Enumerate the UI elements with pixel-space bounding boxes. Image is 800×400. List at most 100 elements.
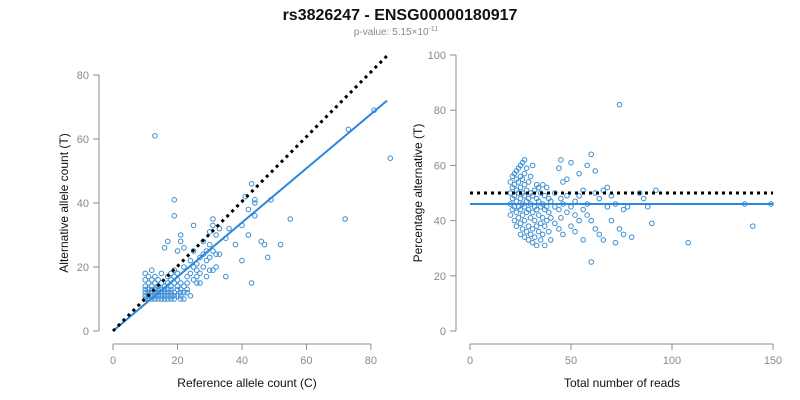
data-point — [194, 280, 200, 286]
data-point — [604, 184, 611, 191]
data-point — [543, 217, 550, 224]
data-point — [537, 237, 544, 243]
x-tick-label: 50 — [565, 355, 577, 367]
data-point — [572, 198, 578, 205]
data-point — [145, 280, 152, 286]
data-point — [517, 184, 524, 191]
data-point — [541, 223, 548, 229]
data-point — [264, 254, 271, 261]
data-point — [210, 248, 216, 254]
data-point — [226, 225, 232, 232]
x-tick-label: 20 — [171, 355, 183, 367]
data-point — [525, 195, 532, 202]
data-point — [203, 257, 210, 264]
data-point — [171, 197, 178, 203]
data-point — [545, 209, 552, 216]
data-point — [152, 273, 158, 280]
data-point — [187, 293, 194, 299]
data-point — [527, 215, 534, 221]
data-point — [213, 251, 219, 257]
data-point — [539, 231, 546, 238]
data-point — [521, 170, 528, 177]
data-point — [556, 226, 562, 232]
data-point — [525, 179, 532, 185]
data-point — [517, 206, 524, 213]
data-point — [155, 277, 161, 283]
data-point — [142, 289, 149, 296]
y-tick-label: 20 — [434, 271, 446, 283]
data-point — [636, 190, 643, 196]
data-point — [649, 220, 655, 227]
data-point — [197, 280, 203, 286]
data-point — [592, 226, 599, 232]
data-point — [194, 273, 200, 280]
data-point — [158, 296, 165, 302]
data-point — [525, 206, 532, 213]
data-point — [552, 220, 558, 227]
data-point — [525, 223, 532, 229]
data-point — [197, 270, 203, 277]
data-point — [572, 212, 578, 218]
data-point — [261, 241, 268, 248]
data-point — [521, 181, 528, 188]
data-point — [181, 289, 187, 296]
data-point — [171, 296, 178, 302]
y-axis-label: Percentage alternative (T) — [411, 124, 425, 263]
data-point — [174, 293, 181, 299]
y-tick-label: 20 — [77, 262, 89, 274]
data-point — [158, 293, 165, 299]
data-point — [576, 192, 582, 199]
data-point — [527, 231, 534, 238]
data-point — [174, 248, 181, 254]
data-point — [158, 280, 165, 286]
data-point — [177, 296, 184, 302]
data-point — [213, 232, 219, 238]
data-point — [206, 254, 213, 261]
data-point — [345, 126, 352, 133]
data-point — [531, 217, 538, 224]
data-point — [171, 213, 178, 219]
data-point — [145, 273, 152, 280]
data-point — [548, 237, 554, 243]
data-point — [165, 296, 171, 302]
data-point — [165, 286, 171, 293]
data-point — [161, 245, 168, 251]
data-point — [152, 293, 158, 299]
y-tick-label: 100 — [428, 50, 446, 62]
data-point — [558, 215, 564, 221]
data-point — [558, 157, 564, 163]
data-point — [181, 296, 187, 302]
data-point — [155, 286, 161, 293]
data-point — [523, 165, 530, 171]
data-point — [168, 286, 174, 293]
data-point — [206, 241, 213, 248]
data-point — [576, 217, 582, 224]
data-point — [541, 242, 548, 249]
data-point — [252, 197, 258, 203]
x-tick-label: 40 — [236, 355, 248, 367]
data-point — [564, 209, 570, 216]
data-point — [168, 270, 174, 277]
y-tick-label: 80 — [434, 105, 446, 117]
data-point — [187, 270, 194, 277]
data-point — [523, 228, 530, 235]
data-point — [177, 238, 184, 245]
data-point — [653, 187, 659, 194]
data-point — [543, 184, 550, 191]
data-point — [596, 195, 603, 202]
x-tick-label: 0 — [110, 355, 116, 367]
data-point — [584, 162, 590, 169]
data-point — [252, 200, 258, 206]
chart-title: rs3826247 - ENSG00000180917 — [283, 7, 518, 24]
data-point — [519, 176, 526, 182]
data-point — [513, 209, 520, 216]
data-point — [521, 192, 528, 199]
data-point — [511, 217, 518, 224]
y-tick-label: 80 — [77, 70, 89, 82]
data-point — [521, 157, 528, 163]
data-point — [519, 212, 526, 218]
data-point — [142, 286, 149, 293]
data-point — [152, 280, 158, 286]
data-point — [535, 228, 542, 235]
